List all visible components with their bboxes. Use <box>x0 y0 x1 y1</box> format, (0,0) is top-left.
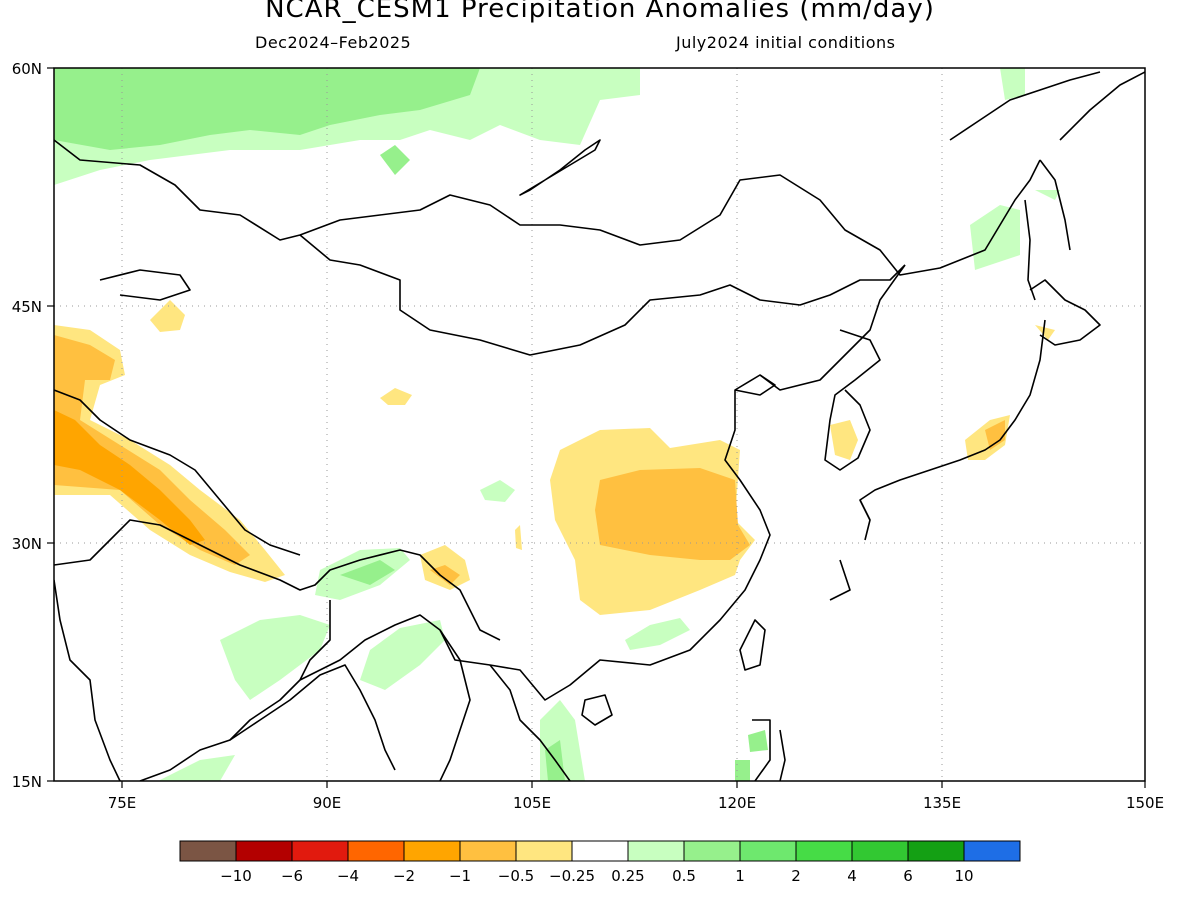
initial-conditions-label: July2024 initial conditions <box>676 33 896 52</box>
colorbar-swatch <box>515 840 573 862</box>
lat-tick-labels: 15N 30N 45N 60N <box>12 60 42 791</box>
taiwan <box>739 619 766 671</box>
negative-anomaly-west <box>54 325 285 582</box>
colorbar-label: −10 <box>220 867 252 885</box>
japan-honshu <box>859 319 1046 521</box>
lat-tick-label: 15N <box>12 773 42 791</box>
bengal-coast <box>229 664 396 771</box>
colorbar-swatch <box>739 840 797 862</box>
kamchatka-coast <box>1059 71 1145 141</box>
china-mongolia-border <box>299 234 906 356</box>
colorbar-swatch <box>907 840 965 862</box>
map-title: NCAR_CESM1 Precipitation Anomalies (mm/d… <box>265 0 935 24</box>
colorbar-label: −0.25 <box>549 867 595 885</box>
lon-tick-labels: 75E 90E 105E 120E 135E 150E <box>108 794 1164 812</box>
colorbar-swatch <box>683 840 741 862</box>
lat-tick-label: 45N <box>12 298 42 316</box>
colorbar-swatch <box>403 840 461 862</box>
philippines <box>752 719 786 781</box>
colorbar-swatch <box>291 840 349 862</box>
colorbar-swatch <box>571 840 629 862</box>
lon-tick-label: 150E <box>1126 794 1164 812</box>
colorbar-swatch <box>963 840 1021 862</box>
caspian-region <box>99 269 191 301</box>
colorbar-swatch <box>459 840 517 862</box>
colorbar-label: 0.25 <box>611 867 644 885</box>
lon-tick-label: 135E <box>923 794 961 812</box>
hainan <box>581 694 613 726</box>
colorbar-swatch <box>235 840 293 862</box>
northern-border <box>54 139 1041 276</box>
colorbar-label: 10 <box>954 867 973 885</box>
colorbar-swatch <box>851 840 909 862</box>
colorbar-label: 2 <box>791 867 801 885</box>
japan-kyushu <box>829 499 871 601</box>
lon-tick-label: 90E <box>313 794 342 812</box>
coastlines-and-borders <box>54 71 1145 781</box>
lat-tick-label: 60N <box>12 60 42 78</box>
tick-marks <box>47 67 1146 788</box>
positive-anomaly-north-core <box>54 68 480 150</box>
colorbar-label: 0.5 <box>672 867 696 885</box>
baikal <box>519 139 601 196</box>
indochina <box>299 600 571 781</box>
tibet-india-border <box>54 389 301 556</box>
korea-coast <box>824 329 881 471</box>
colorbar-label: −2 <box>393 867 415 885</box>
india-border <box>54 519 501 641</box>
plot-frame <box>53 67 1146 782</box>
lat-tick-label: 30N <box>12 535 42 553</box>
colorbar: −10 −6 −4 −2 −1 −0.5 −0.25 0.25 0.5 1 2 4 6 10 <box>179 840 1021 885</box>
lon-tick-label: 105E <box>513 794 551 812</box>
sakhalin <box>1024 159 1071 301</box>
colorbar-label: 4 <box>847 867 857 885</box>
india-west-coast <box>54 579 121 781</box>
colorbar-swatch <box>795 840 853 862</box>
colorbar-swatch <box>347 840 405 862</box>
colorbar-label: 6 <box>903 867 913 885</box>
colorbar-swatch <box>179 840 237 862</box>
bohai <box>734 374 776 396</box>
japan-hokkaido <box>1029 279 1101 346</box>
lon-tick-label: 120E <box>718 794 756 812</box>
anomaly-shading <box>54 68 1060 781</box>
colorbar-label: 1 <box>735 867 745 885</box>
colorbar-label: −6 <box>281 867 303 885</box>
colorbar-label: −0.5 <box>498 867 534 885</box>
okhotsk-coast <box>949 71 1101 141</box>
colorbar-label: −4 <box>337 867 359 885</box>
lon-tick-label: 75E <box>108 794 137 812</box>
colorbar-label: −1 <box>449 867 471 885</box>
colorbar-swatch <box>627 840 685 862</box>
season-label: Dec2024–Feb2025 <box>255 33 412 52</box>
china-coast <box>139 264 906 781</box>
graticule <box>54 68 1145 781</box>
